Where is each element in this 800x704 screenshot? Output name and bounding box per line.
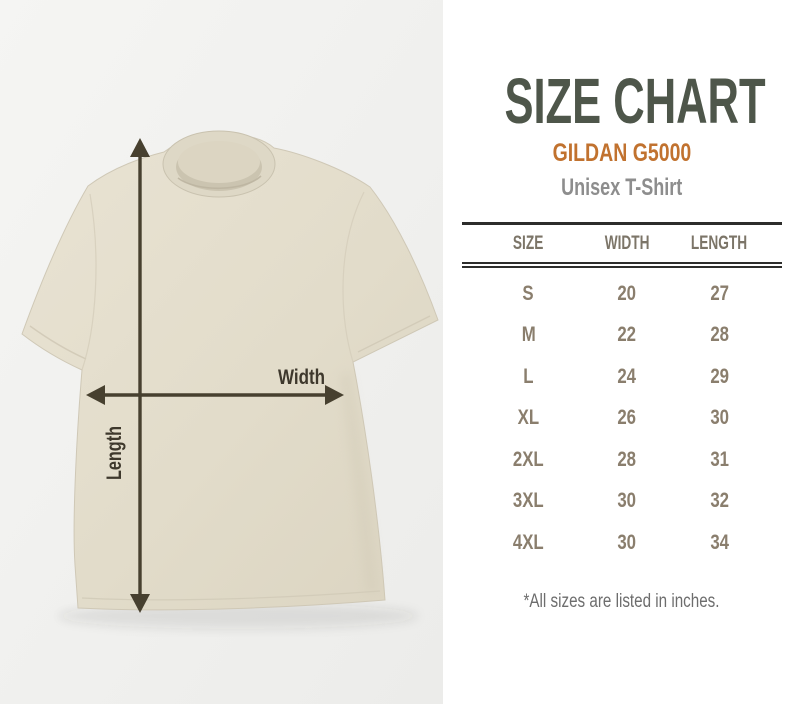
table-cell: 29 bbox=[710, 364, 729, 388]
column-header-length: LENGTH bbox=[691, 232, 748, 254]
table-cell: 4XL bbox=[513, 530, 544, 554]
table-row: 4XL 30 34 bbox=[462, 522, 782, 564]
table-cell: 22 bbox=[617, 323, 636, 347]
table-cell: 32 bbox=[710, 489, 729, 513]
length-label: Length bbox=[103, 426, 126, 480]
table-cell: M bbox=[521, 323, 536, 347]
table-row: 2XL 28 31 bbox=[462, 439, 782, 481]
tshirt-graphic bbox=[21, 130, 439, 611]
table-cell: 27 bbox=[710, 281, 729, 305]
table-row: XL 26 30 bbox=[462, 398, 782, 440]
table-cell: 30 bbox=[617, 530, 636, 554]
table-row: L 24 29 bbox=[462, 356, 782, 398]
table-row: M 22 28 bbox=[462, 315, 782, 357]
width-label: Width bbox=[278, 366, 325, 389]
table-cell: XL bbox=[517, 406, 540, 430]
tshirt-measurement-diagram: Width Length bbox=[0, 0, 443, 704]
table-cell: 30 bbox=[617, 489, 636, 513]
length-arrow bbox=[130, 138, 150, 613]
tshirt-photo-panel: Width Length bbox=[0, 0, 443, 704]
size-table-header: SIZE WIDTH LENGTH bbox=[461, 222, 782, 268]
table-cell: 30 bbox=[710, 406, 729, 430]
table-cell: 31 bbox=[710, 447, 729, 471]
tshirt-collar bbox=[162, 130, 276, 198]
table-cell: L bbox=[523, 364, 534, 388]
size-table-body: S 20 27 M 22 28 L 24 29 XL 26 30 2XL 28 31 3XL 30 32 4XL 30… bbox=[462, 268, 782, 564]
width-arrow bbox=[86, 385, 344, 405]
product-subtitle: Unisex T-Shirt bbox=[560, 174, 683, 201]
table-cell: 28 bbox=[710, 323, 729, 347]
column-header-size: SIZE bbox=[513, 232, 544, 254]
product-name: GILDAN G5000 bbox=[552, 139, 691, 167]
table-cell: S bbox=[522, 281, 535, 305]
column-header-width: WIDTH bbox=[604, 232, 650, 254]
units-footnote: *All sizes are listed in inches. bbox=[523, 590, 720, 612]
table-cell: 34 bbox=[710, 530, 729, 554]
table-cell: 2XL bbox=[513, 447, 544, 471]
table-row: 3XL 30 32 bbox=[462, 481, 782, 523]
table-cell: 20 bbox=[617, 281, 636, 305]
page-title: SIZE CHART bbox=[504, 65, 766, 137]
table-cell: 3XL bbox=[513, 489, 544, 513]
size-chart-panel: SIZE CHART GILDAN G5000 Unisex T-Shirt S… bbox=[443, 0, 800, 704]
table-row: S 20 27 bbox=[462, 273, 782, 315]
size-table: SIZE WIDTH LENGTH S 20 27 M 22 28 L 24 29 XL 26 30 2… bbox=[461, 222, 782, 564]
table-cell: 26 bbox=[617, 406, 636, 430]
table-cell: 28 bbox=[617, 447, 636, 471]
table-cell: 24 bbox=[617, 364, 636, 388]
